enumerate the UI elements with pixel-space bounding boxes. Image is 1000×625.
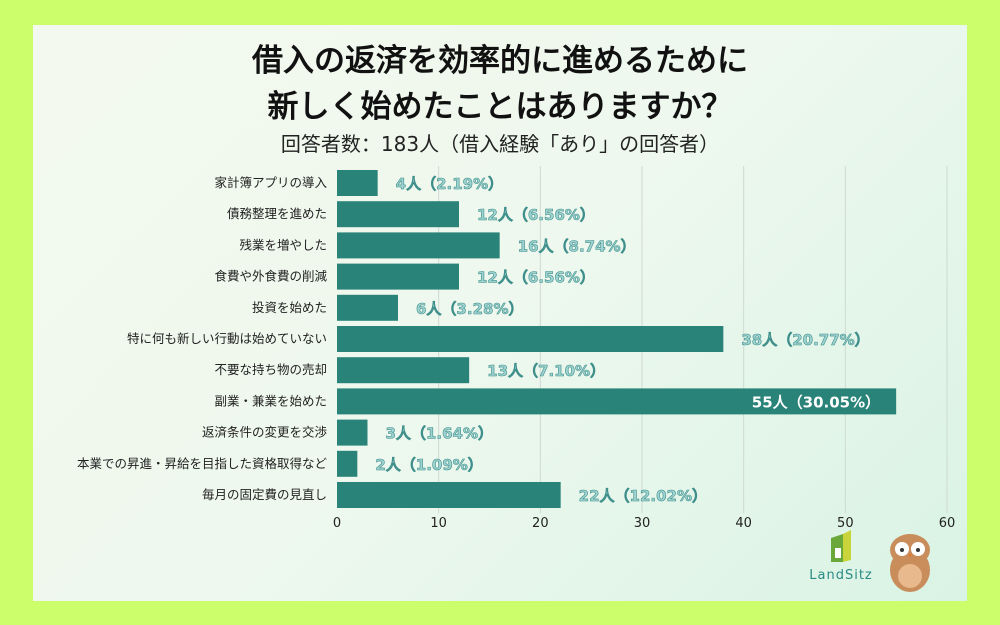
landsitz-logo: LandSitz [806, 530, 876, 583]
data-label: 38人（20.77%） [741, 331, 869, 349]
bar [337, 357, 470, 384]
data-label: 12人（6.56%） [477, 206, 595, 224]
data-label: 55人（30.05%） [752, 393, 880, 411]
category-label: 不要な持ち物の売却 [214, 362, 327, 377]
x-tick-label: 20 [532, 516, 549, 531]
data-label: 12人（6.56%） [477, 269, 595, 287]
chart-title: 借入の返済を効率的に進めるために 新しく始めたことはありますか？ [0, 38, 1000, 130]
category-label: 食費や外食費の削減 [214, 269, 327, 284]
logo-text: LandSitz [809, 568, 873, 583]
bar [337, 263, 459, 290]
bar [337, 326, 724, 352]
bar [337, 482, 561, 508]
data-label: 6人（3.28%） [416, 300, 523, 318]
category-label: 投資を始めた [252, 300, 327, 315]
x-tick-label: 40 [735, 516, 752, 531]
bar [337, 419, 368, 446]
category-label: 債務整理を進めた [227, 206, 327, 221]
data-label: 22人（12.02%） [579, 487, 707, 505]
owl-mascot-icon [890, 534, 930, 592]
category-label: 返済条件の変更を交渉 [202, 425, 328, 440]
x-tick-label: 60 [939, 516, 956, 531]
data-label: 2人（1.09%） [375, 456, 482, 474]
title-line-1: 借入の返済を効率的に進めるために [252, 43, 748, 79]
x-tick-label: 50 [837, 516, 854, 531]
category-label: 家計簿アプリの導入 [214, 175, 327, 190]
bar [337, 232, 500, 259]
x-tick-label: 0 [333, 516, 341, 531]
category-label: 毎月の固定費の見直し [202, 487, 327, 502]
bar [337, 294, 398, 321]
data-label: 4人（2.19%） [396, 175, 503, 193]
house-logo-icon [831, 530, 851, 562]
x-tick-label: 30 [634, 516, 651, 531]
category-label: 特に何も新しい行動は始めていない [127, 331, 327, 346]
bar [337, 388, 897, 415]
category-label: 本業での昇進・昇給を目指した資格取得など [77, 456, 328, 471]
x-tick-label: 10 [430, 516, 447, 531]
data-label: 13人（7.10%） [487, 362, 605, 380]
data-label: 3人（1.64%） [386, 425, 493, 443]
category-label: 残業を増やした [239, 237, 327, 252]
category-label: 副業・兼業を始めた [214, 393, 327, 408]
bar [337, 170, 378, 196]
bar [337, 450, 358, 477]
title-line-2: 新しく始めたことはありますか？ [267, 89, 733, 125]
chart-subtitle: 回答者数：183人（借入経験「あり」の回答者） [280, 132, 720, 156]
bar [337, 201, 459, 228]
data-label: 16人（8.74%） [518, 237, 636, 255]
